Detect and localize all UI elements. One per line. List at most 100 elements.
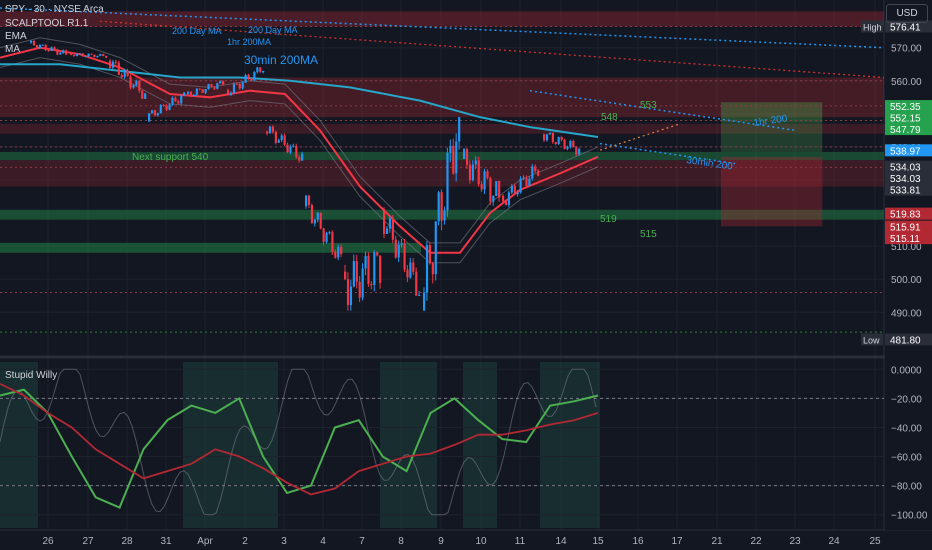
candle-body: [222, 80, 225, 85]
annotation-label: 553: [640, 100, 657, 111]
candle-body: [504, 201, 508, 206]
candle-body: [229, 92, 233, 96]
price-label-tag: High: [863, 22, 882, 32]
annotation-label: 515: [640, 229, 657, 240]
candle-body: [114, 61, 118, 63]
candle-body: [277, 140, 280, 143]
candle-body: [280, 135, 283, 141]
highlight-band: [380, 362, 437, 528]
price-zone: [0, 160, 884, 187]
candle-body: [578, 149, 581, 155]
indicator-ma[interactable]: MA: [5, 44, 20, 55]
candle-body: [560, 137, 563, 140]
price-label-tag-bg: [861, 20, 883, 33]
trendlines: [0, 7, 885, 165]
candle-body: [446, 152, 449, 211]
candle-body: [483, 171, 486, 190]
candle-body: [352, 261, 355, 287]
time-axis[interactable]: 26 27 28 31 Apr 2 3 4 7 8 9 10 11 14 15 16 17 21 22 23 24 25: [42, 536, 881, 547]
candle-body: [543, 134, 546, 141]
candle-body: [516, 192, 519, 195]
candle-body: [187, 91, 190, 94]
candle-body: [295, 145, 298, 158]
candle-body: [471, 164, 474, 181]
price-label-bg: [885, 123, 932, 136]
candle-body: [238, 83, 241, 89]
sub-tick-label: −60.00: [891, 453, 922, 464]
price-label: 515.11: [890, 234, 920, 245]
time-tick-label: 4: [320, 536, 326, 547]
candle-body: [388, 218, 392, 229]
sub-tick-label: −20.00: [891, 394, 922, 405]
price-axis[interactable]: 490.00500.00510.00520.00530.00540.00550.…: [861, 0, 932, 530]
ma-bands: [0, 37, 599, 264]
symbol-title[interactable]: SPY · 30 · NYSE Arca: [5, 4, 104, 15]
candle-body: [554, 141, 557, 145]
candle-body: [391, 218, 394, 240]
price-label-bg: [885, 207, 932, 220]
candle-body: [59, 52, 62, 55]
currency-button[interactable]: USD: [886, 4, 928, 23]
subpane-title[interactable]: Stupid Willy: [5, 370, 58, 381]
time-tick-label: 14: [555, 536, 567, 547]
candle-body: [198, 88, 201, 90]
annotation-label: Next support 540: [132, 152, 209, 163]
grid-lines: [0, 0, 932, 531]
time-tick-label: Apr: [197, 536, 213, 547]
candle-body: [477, 160, 480, 185]
price-label-bg: [885, 160, 932, 173]
price-label-bg: [885, 111, 932, 124]
candle-body: [253, 71, 256, 81]
price-label: 515.91: [890, 223, 921, 234]
candle-body: [132, 85, 135, 88]
candle-body: [65, 50, 68, 55]
candle-body: [566, 146, 569, 149]
candle-body: [507, 192, 511, 206]
price-label-bg: [885, 333, 932, 346]
time-tick-label: 8: [398, 536, 404, 547]
candle-body: [480, 184, 483, 190]
candle-body: [84, 56, 87, 58]
candle-body: [428, 245, 432, 264]
candle-body: [373, 252, 376, 285]
candle-body: [111, 61, 115, 68]
candle-body: [383, 209, 386, 234]
candle-body: [192, 94, 196, 97]
candle-body: [47, 50, 50, 52]
candle-body: [207, 84, 210, 90]
candle-body: [337, 246, 340, 258]
candle-body: [70, 52, 73, 55]
time-tick-label: 22: [750, 536, 762, 547]
candle-body: [331, 232, 334, 252]
price-zone: [0, 123, 884, 134]
candle-body: [44, 44, 47, 51]
price-zone: [0, 77, 884, 118]
candle-body: [301, 153, 304, 161]
indicator-ema[interactable]: EMA: [5, 31, 27, 42]
candle-body: [358, 281, 361, 298]
candle-body: [474, 160, 477, 165]
candle-body: [227, 90, 230, 96]
indicator-scalptool[interactable]: SCALPTOOL R1.1: [5, 18, 89, 29]
candle-body: [548, 132, 552, 135]
price-label-tag: Low: [863, 335, 880, 345]
price-label: 481.80: [890, 335, 921, 346]
candle-body: [195, 88, 198, 95]
candle-body: [148, 113, 151, 122]
candle-body: [537, 170, 540, 176]
time-tick-label: 9: [438, 536, 444, 547]
sub-tick-label: −100.00: [891, 511, 928, 522]
candle-body: [56, 49, 59, 55]
candle-body: [262, 70, 265, 73]
highlight-band: [463, 362, 497, 528]
stupid-willy-pane: [0, 362, 884, 528]
candle-body: [406, 269, 409, 278]
candle-body: [510, 185, 513, 193]
candle-body: [486, 171, 489, 178]
candle-body: [367, 255, 370, 284]
candle-body: [431, 263, 434, 275]
sub-tick-label: 0.0000: [891, 365, 922, 376]
candle-body: [180, 95, 183, 104]
candle-body: [519, 178, 522, 193]
